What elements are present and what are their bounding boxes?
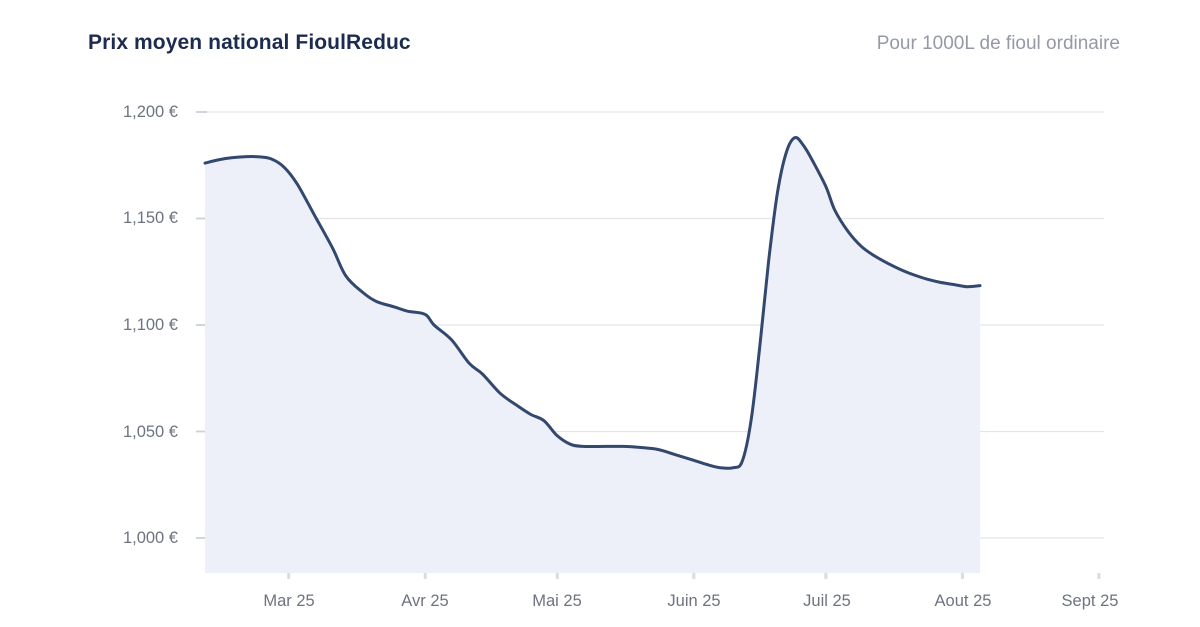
x-axis-label: Juin 25 (667, 592, 721, 610)
y-axis-label: 1,150 € (122, 209, 178, 227)
y-axis-label: 1,000 € (122, 529, 178, 547)
x-axis-label: Avr 25 (401, 592, 449, 610)
x-axis-label: Sept 25 (1061, 592, 1119, 610)
chart-subtitle: Pour 1000L de fioul ordinaire (876, 33, 1120, 54)
x-axis-label: Juil 25 (803, 592, 851, 610)
y-axis-label: 1,050 € (122, 423, 178, 441)
x-axis-label: Mar 25 (263, 592, 315, 610)
y-axis-label: 1,200 € (122, 103, 178, 121)
page-title: Prix moyen national FioulReduc (88, 31, 411, 54)
y-axis-label: 1,100 € (122, 316, 178, 334)
x-axis-label: Aout 25 (934, 592, 992, 610)
x-axis-label: Mai 25 (532, 592, 582, 610)
price-line (203, 135, 982, 470)
area-fill (205, 137, 980, 573)
